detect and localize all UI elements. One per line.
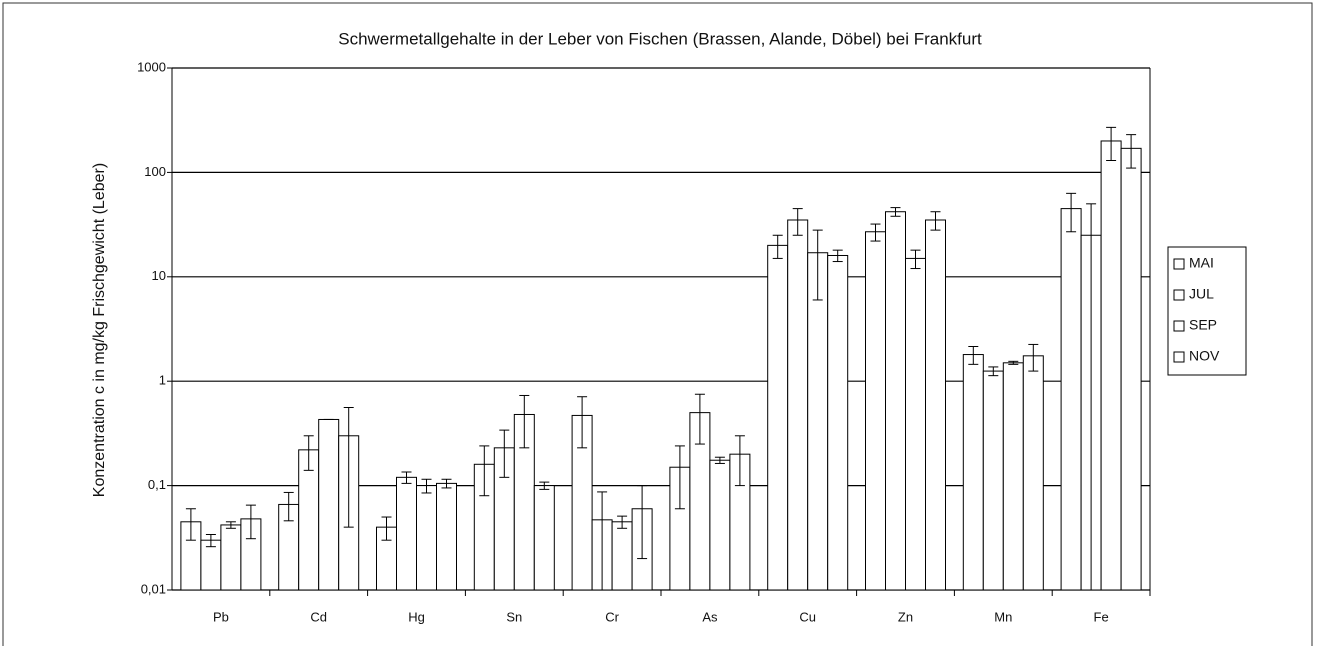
y-tick-label: 0,1 bbox=[148, 477, 166, 492]
x-tick-label: Hg bbox=[408, 609, 425, 624]
error-bar bbox=[577, 396, 588, 449]
error-bar bbox=[1086, 203, 1097, 591]
bar bbox=[767, 244, 789, 591]
chart-title: Schwermetallgehalte in der Leber von Fis… bbox=[338, 29, 982, 48]
error-bar bbox=[303, 435, 314, 471]
bar bbox=[533, 485, 555, 591]
bar bbox=[962, 354, 984, 591]
y-tick-label: 0,01 bbox=[141, 581, 166, 596]
error-bar bbox=[617, 515, 628, 529]
bar bbox=[827, 254, 849, 591]
error-bar bbox=[401, 471, 412, 484]
error-bar bbox=[597, 491, 608, 591]
bar bbox=[709, 459, 731, 591]
error-bar bbox=[245, 504, 256, 540]
x-tick-label: As bbox=[702, 609, 718, 624]
error-bar bbox=[772, 234, 783, 259]
error-bar bbox=[1106, 126, 1117, 162]
error-bar bbox=[714, 456, 725, 464]
x-tick-label: Zn bbox=[898, 609, 913, 624]
error-bar bbox=[988, 366, 999, 377]
x-tick-label: Sn bbox=[506, 609, 522, 624]
legend-swatch bbox=[1173, 289, 1185, 301]
y-tick-label: 1000 bbox=[137, 59, 166, 74]
error-bar bbox=[283, 491, 294, 522]
x-tick-label: Cu bbox=[799, 609, 816, 624]
error-bar bbox=[674, 445, 685, 510]
error-bar bbox=[185, 508, 196, 541]
error-bar bbox=[792, 208, 803, 236]
error-bar bbox=[1066, 192, 1077, 233]
bar bbox=[611, 521, 633, 591]
legend-swatch bbox=[1173, 320, 1185, 332]
bar bbox=[787, 219, 809, 591]
bar bbox=[807, 252, 829, 591]
error-bar bbox=[479, 445, 490, 497]
error-bar bbox=[832, 249, 843, 263]
bar bbox=[1060, 208, 1082, 591]
bar bbox=[1120, 147, 1142, 591]
error-bar bbox=[1028, 343, 1039, 372]
y-tick-label: 100 bbox=[144, 164, 166, 179]
bar bbox=[1100, 140, 1122, 591]
y-tick-label: 10 bbox=[152, 268, 166, 283]
y-axis-label: Konzentration c in mg/kg Frischgewicht (… bbox=[91, 163, 108, 497]
bar bbox=[865, 231, 886, 591]
error-bar bbox=[1008, 360, 1019, 365]
error-bar bbox=[637, 485, 648, 560]
error-bar bbox=[225, 521, 236, 529]
x-tick-label: Pb bbox=[213, 609, 229, 624]
error-bar bbox=[441, 478, 452, 489]
x-tick-label: Mn bbox=[994, 609, 1012, 624]
error-bar bbox=[812, 229, 823, 301]
bar bbox=[905, 257, 926, 591]
error-bar bbox=[734, 435, 745, 487]
error-bar bbox=[910, 249, 921, 270]
bar bbox=[1022, 355, 1044, 591]
error-bar bbox=[205, 534, 216, 548]
legend-label: NOV bbox=[1189, 348, 1220, 364]
bar bbox=[982, 370, 1004, 591]
bar bbox=[396, 476, 417, 591]
legend-swatch bbox=[1173, 351, 1185, 363]
legend-swatch bbox=[1173, 258, 1185, 270]
error-bar bbox=[343, 406, 354, 528]
error-bar bbox=[421, 478, 432, 494]
x-tick-label: Cd bbox=[310, 609, 327, 624]
error-bar bbox=[539, 481, 550, 490]
error-bar bbox=[968, 345, 979, 365]
bar bbox=[925, 219, 946, 591]
error-bar bbox=[499, 429, 510, 478]
bar bbox=[200, 539, 222, 591]
x-tick-label: Fe bbox=[1094, 609, 1109, 624]
x-tick-label: Cr bbox=[605, 609, 619, 624]
y-tick-label: 1 bbox=[159, 373, 166, 388]
bar bbox=[298, 449, 320, 591]
bar bbox=[416, 485, 437, 591]
legend-label: MAI bbox=[1189, 255, 1214, 271]
error-bar bbox=[694, 393, 705, 445]
legend-label: JUL bbox=[1189, 286, 1214, 302]
error-bar bbox=[870, 223, 881, 242]
error-bar bbox=[519, 394, 530, 449]
bar bbox=[220, 524, 242, 591]
error-bar bbox=[1126, 134, 1137, 169]
bar bbox=[318, 418, 340, 591]
bar bbox=[885, 211, 906, 591]
error-bar bbox=[381, 516, 392, 541]
bar bbox=[436, 482, 457, 591]
error-bar bbox=[890, 207, 901, 217]
bar bbox=[1002, 362, 1024, 591]
error-bar bbox=[930, 211, 941, 231]
legend-label: SEP bbox=[1189, 317, 1217, 333]
